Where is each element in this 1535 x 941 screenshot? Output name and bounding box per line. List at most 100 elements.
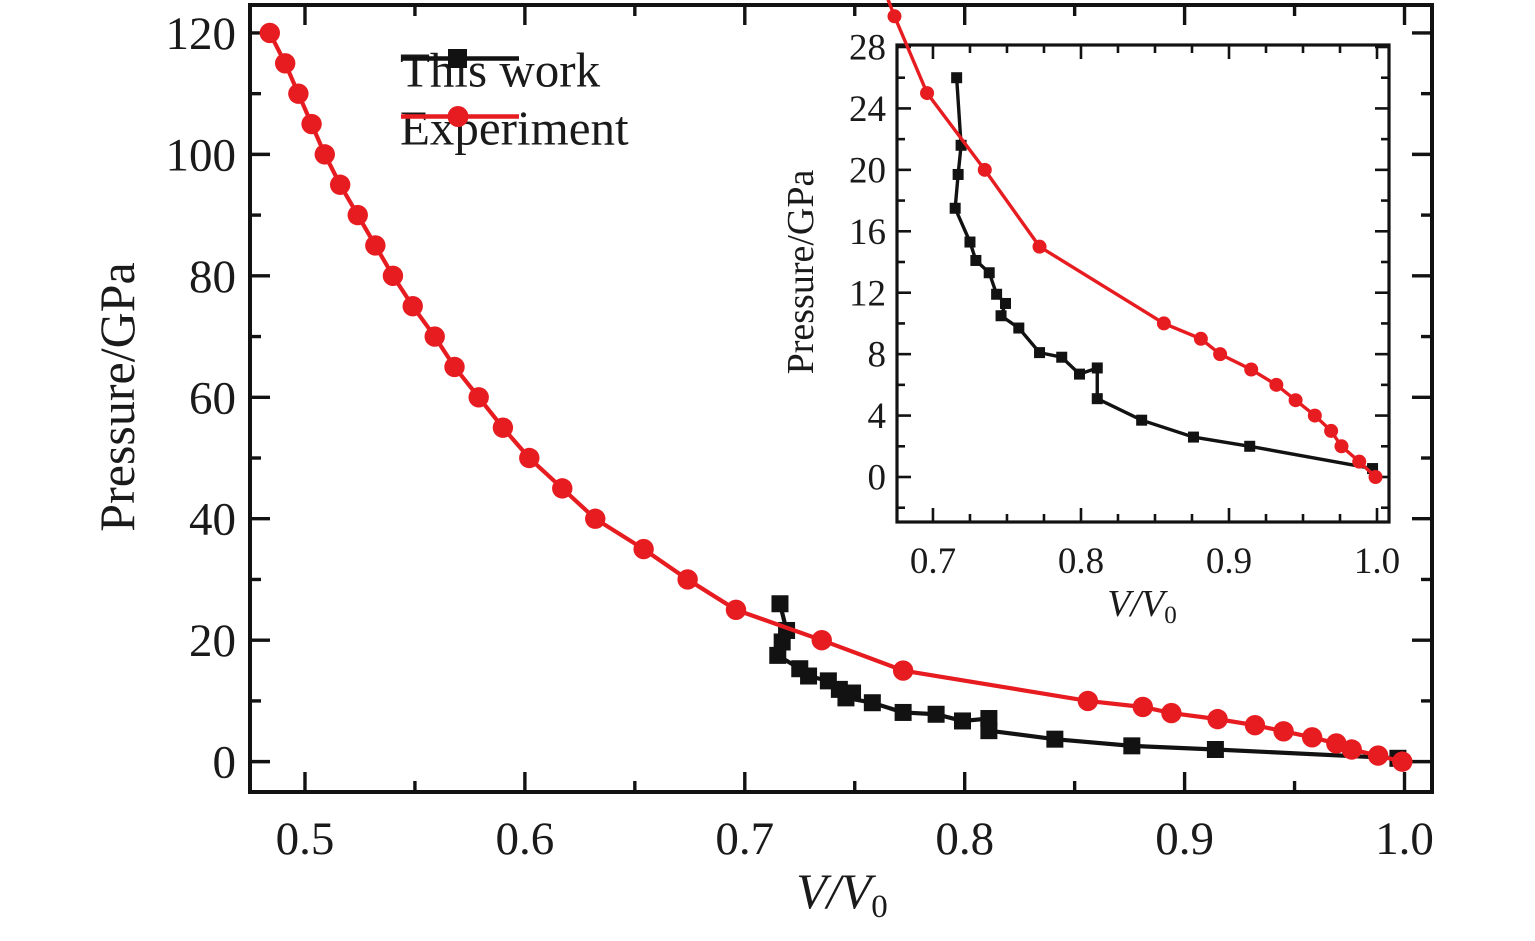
- square-marker-icon: [769, 646, 787, 664]
- circle-marker-icon: [301, 113, 322, 135]
- inset-y-tick-label: 20: [849, 150, 886, 191]
- square-marker-icon: [863, 694, 881, 712]
- circle-marker-icon: [1392, 751, 1413, 772]
- legend-item-this-work: This work: [400, 46, 600, 95]
- circle-marker-icon: [274, 53, 296, 74]
- inset-series-this-work: [949, 72, 1379, 475]
- square-marker-icon: [1013, 322, 1025, 334]
- square-marker-icon: [1206, 740, 1224, 758]
- circle-marker-icon: [677, 569, 698, 590]
- circle-marker-icon: [977, 162, 992, 177]
- circle-marker-icon: [1269, 377, 1284, 392]
- inset-y-axis-title-text: Pressure/GPa: [780, 169, 822, 375]
- square-marker-icon: [894, 703, 912, 721]
- square-marker-icon: [999, 297, 1011, 309]
- inset-y-tick-label: 28: [849, 28, 886, 69]
- square-marker-icon: [1187, 431, 1199, 443]
- inset-x-axis-title-text: V/V: [1107, 583, 1165, 625]
- main-y-tick-label: 60: [189, 372, 236, 424]
- circle-marker-icon: [424, 326, 445, 347]
- circle-marker-icon: [1273, 721, 1294, 742]
- main-x-axis-title: V/V0: [796, 863, 887, 924]
- main-x-tick-label: 1.0: [1375, 813, 1434, 865]
- main-x-tick-label: 0.5: [276, 813, 335, 865]
- square-marker-icon: [800, 667, 818, 685]
- legend-item-experiment: Experiment: [400, 104, 629, 153]
- legend-line-square-sample: [401, 49, 519, 68]
- main-y-axis-title: Pressure/GPa: [89, 262, 145, 532]
- main-y-tick-label: 120: [166, 8, 237, 60]
- square-marker-icon: [952, 168, 964, 180]
- circle-marker-icon: [365, 235, 386, 256]
- inset-series-experiment: [886, 0, 1383, 485]
- circle-marker-icon: [1334, 439, 1349, 454]
- circle-marker-icon: [402, 295, 423, 317]
- square-marker-icon: [1136, 414, 1148, 426]
- square-marker-icon: [773, 633, 791, 651]
- inset-y-tick-label: 0: [868, 458, 887, 499]
- inset-plot-frame: [895, 43, 1391, 524]
- inset-x-tick-label: 1.0: [1354, 541, 1400, 582]
- inset-y-tick-label: 16: [849, 212, 886, 253]
- circle-marker-icon: [1288, 393, 1303, 408]
- circle-marker-icon: [288, 83, 309, 104]
- circle-marker-icon: [1032, 239, 1047, 254]
- square-marker-icon: [949, 202, 961, 214]
- main-y-tick-label: 80: [189, 251, 236, 303]
- square-marker-icon: [964, 236, 976, 248]
- square-marker-icon: [1091, 393, 1103, 405]
- square-marker-icon: [1244, 440, 1256, 452]
- legend-square-marker-icon: [448, 49, 467, 68]
- circle-marker-icon: [1156, 316, 1171, 331]
- circle-marker-icon: [1326, 733, 1347, 754]
- main-x-axis-title-text: V/V: [796, 863, 872, 919]
- square-marker-icon: [927, 705, 945, 723]
- circle-marker-icon: [920, 86, 935, 101]
- circle-marker-icon: [552, 478, 573, 499]
- circle-marker-icon: [1301, 727, 1323, 748]
- square-marker-icon: [1034, 347, 1046, 359]
- square-marker-icon: [1074, 368, 1086, 380]
- legend-line-circle-sample: [401, 106, 519, 127]
- main-x-tick-label: 0.7: [715, 813, 774, 865]
- main-y-tick-label: 20: [189, 615, 236, 667]
- circle-marker-icon: [259, 22, 280, 44]
- main-x-axis-title-sub: 0: [871, 889, 888, 926]
- main-x-tick-label: 0.9: [1155, 813, 1214, 865]
- inset-x-tick-label: 0.9: [1206, 541, 1252, 582]
- circle-marker-icon: [1213, 347, 1228, 362]
- circle-marker-icon: [314, 144, 335, 165]
- inset-x-axis-title-sub: 0: [1164, 602, 1177, 630]
- circle-marker-icon: [492, 417, 514, 438]
- square-marker-icon: [980, 722, 998, 740]
- circle-marker-icon: [811, 629, 832, 651]
- circle-marker-icon: [1367, 745, 1389, 766]
- square-marker-icon: [955, 139, 967, 151]
- inset-x-tick-label: 0.7: [910, 541, 956, 582]
- main-y-tick-label: 40: [189, 494, 236, 546]
- square-marker-icon: [951, 72, 963, 84]
- square-marker-icon: [1091, 362, 1103, 374]
- circle-marker-icon: [887, 9, 902, 24]
- circle-marker-icon: [1341, 739, 1362, 760]
- circle-marker-icon: [1244, 362, 1259, 377]
- circle-marker-icon: [892, 660, 914, 681]
- square-marker-icon: [1123, 737, 1141, 755]
- inset-tick-labels: 0.7 0.8 0.9 1.0 0 4 8 12 16 20 24 28: [849, 28, 1400, 582]
- square-marker-icon: [983, 267, 995, 279]
- inset-y-axis-title: Pressure/GPa: [780, 169, 822, 375]
- legend-label-experiment: Experiment: [400, 100, 629, 156]
- circle-marker-icon: [1207, 708, 1228, 730]
- circle-marker-icon: [444, 356, 465, 378]
- main-y-axis-title-text: Pressure/GPa: [89, 262, 145, 532]
- square-marker-icon: [995, 310, 1007, 322]
- square-marker-icon: [953, 712, 971, 730]
- circle-marker-icon: [585, 508, 606, 529]
- square-marker-icon: [771, 595, 789, 613]
- circle-marker-icon: [468, 387, 489, 408]
- inset-x-tick-label: 0.8: [1058, 541, 1104, 582]
- circle-marker-icon: [1244, 715, 1266, 736]
- square-marker-icon: [1046, 730, 1064, 748]
